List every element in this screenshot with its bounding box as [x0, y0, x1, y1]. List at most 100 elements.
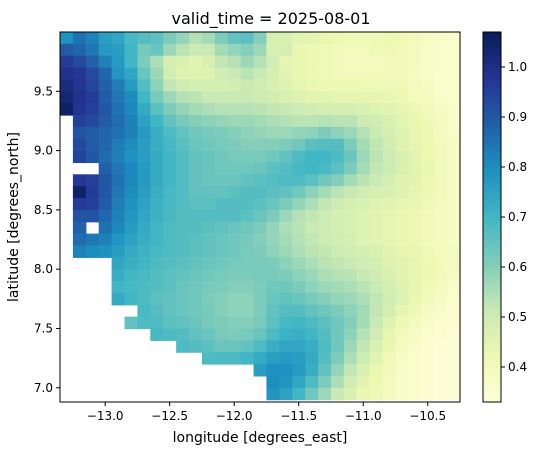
heatmap-cell [214, 67, 229, 81]
heatmap-cell [266, 43, 280, 57]
colorbar-tick-label: 1.0 [508, 60, 527, 74]
heatmap-cell [137, 79, 151, 92]
heatmap-cell [266, 304, 280, 318]
heatmap-cell [292, 221, 306, 235]
heatmap-cell [279, 162, 293, 175]
heatmap-cell [434, 32, 448, 45]
heatmap-cell [201, 316, 216, 330]
heatmap-cell [253, 138, 268, 152]
heatmap-cell [150, 257, 164, 270]
heatmap-cell [124, 209, 139, 223]
heatmap-cell [369, 292, 384, 306]
heatmap-cell [150, 43, 164, 57]
heatmap-cell [408, 150, 422, 164]
heatmap-cell [434, 304, 448, 318]
heatmap-cell [382, 186, 397, 199]
heatmap-cell [434, 352, 448, 365]
heatmap-cell [279, 233, 293, 247]
heatmap-cell [447, 352, 460, 365]
heatmap-cell [111, 269, 126, 282]
heatmap-cell [266, 55, 280, 69]
heatmap-cell [356, 150, 371, 164]
heatmap-cell [343, 79, 358, 92]
heatmap-cell [150, 126, 164, 140]
heatmap-cell [201, 245, 216, 258]
heatmap-cell [434, 281, 448, 294]
heatmap-cell [201, 352, 216, 365]
heatmap-cell [318, 316, 332, 330]
heatmap-cell [305, 32, 319, 45]
heatmap-cell [408, 316, 422, 330]
heatmap-cell [395, 126, 409, 140]
heatmap-cell [60, 79, 74, 92]
heatmap-cell [305, 91, 319, 104]
heatmap-cell [330, 375, 345, 389]
heatmap-cell [163, 91, 177, 104]
heatmap-cell [447, 115, 460, 128]
heatmap-cell [72, 233, 87, 247]
x-tick-label: −13.0 [87, 409, 124, 423]
heatmap-cell [227, 221, 242, 235]
heatmap-cell [163, 233, 177, 247]
heatmap-cell [266, 269, 280, 282]
heatmap-cell [369, 174, 384, 187]
heatmap-cell [330, 55, 345, 69]
heatmap-cell [72, 91, 87, 104]
heatmap-cell [163, 150, 177, 164]
heatmap-cell [137, 55, 151, 69]
y-axis-label: latitude [degrees_north] [6, 132, 22, 302]
heatmap-cell [253, 43, 268, 57]
heatmap-cell [382, 209, 397, 223]
heatmap-cell [434, 257, 448, 270]
heatmap-cell [266, 186, 280, 199]
heatmap-cell [421, 32, 435, 45]
heatmap-cell [292, 281, 306, 294]
heatmap-cell [318, 174, 332, 187]
heatmap-cell [305, 55, 319, 69]
heatmap-cell [343, 43, 358, 57]
heatmap-cell [240, 209, 255, 223]
heatmap-cell [292, 103, 306, 116]
heatmap-cell [395, 150, 409, 164]
heatmap-cell [356, 304, 371, 318]
heatmap-cell [150, 245, 164, 258]
heatmap-cell [292, 340, 306, 353]
heatmap-cell [421, 79, 435, 92]
heatmap-cell [369, 91, 384, 104]
heatmap-cell [434, 67, 448, 81]
heatmap-cell [189, 328, 203, 341]
heatmap-cell [201, 269, 216, 282]
heatmap-cell [266, 150, 280, 164]
heatmap-cell [124, 67, 139, 81]
heatmap-cell [356, 32, 371, 45]
heatmap-cell [137, 233, 151, 247]
heatmap-cell [150, 91, 164, 104]
heatmap-cell [330, 340, 345, 353]
heatmap-cell [330, 221, 345, 235]
heatmap-cell [163, 221, 177, 235]
heatmap-cell [266, 257, 280, 270]
heatmap-cell [266, 340, 280, 353]
heatmap-cell [292, 233, 306, 247]
heatmap-cell [111, 43, 126, 57]
heatmap-cell [201, 32, 216, 45]
heatmap-cell [382, 150, 397, 164]
heatmap-cell [382, 174, 397, 187]
heatmap-cell [240, 281, 255, 294]
heatmap-cell [330, 32, 345, 45]
heatmap-cell [137, 221, 151, 235]
heatmap-cell [279, 150, 293, 164]
heatmap-cell [189, 340, 203, 353]
heatmap-cell [176, 55, 190, 69]
heatmap-cell [447, 304, 460, 318]
heatmap-cell [447, 67, 460, 81]
heatmap-cell [382, 375, 397, 389]
heatmap-cell [434, 43, 448, 57]
heatmap-cell [266, 281, 280, 294]
heatmap-cell [292, 115, 306, 128]
heatmap-cell [305, 364, 319, 377]
heatmap-cell [356, 257, 371, 270]
heatmap-cell [318, 138, 332, 152]
heatmap-cell [214, 198, 229, 211]
heatmap-cell [408, 186, 422, 199]
